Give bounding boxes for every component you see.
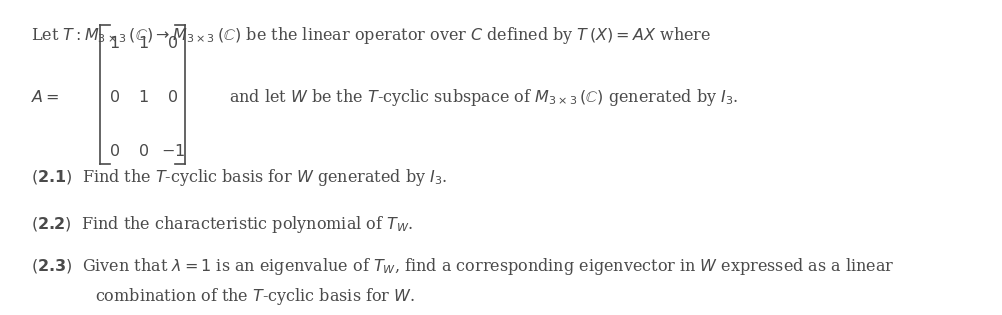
Text: $-1$: $-1$ <box>160 143 185 160</box>
Text: $(\mathbf{2.2})$  Find the characteristic polynomial of $T_W$.: $(\mathbf{2.2})$ Find the characteristic… <box>31 214 413 235</box>
Text: $0$: $0$ <box>167 35 178 52</box>
Text: $1$: $1$ <box>109 35 120 52</box>
Text: $A =$: $A =$ <box>31 89 59 106</box>
Text: $0$: $0$ <box>109 143 120 160</box>
Text: $0$: $0$ <box>138 143 149 160</box>
Text: $0$: $0$ <box>167 89 178 106</box>
Text: $(\mathbf{2.1})$  Find the $T$-cyclic basis for $W$ generated by $I_3$.: $(\mathbf{2.1})$ Find the $T$-cyclic bas… <box>31 167 447 188</box>
Text: combination of the $T$-cyclic basis for $W$.: combination of the $T$-cyclic basis for … <box>95 286 415 307</box>
Text: $(\mathbf{2.3})$  Given that $\lambda = 1$ is an eigenvalue of $T_W$, find a cor: $(\mathbf{2.3})$ Given that $\lambda = 1… <box>31 256 895 277</box>
Text: $0$: $0$ <box>109 89 120 106</box>
Text: $1$: $1$ <box>138 35 149 52</box>
Text: and let $W$ be the $T$-cyclic subspace of $M_{3\times 3}\,(\mathbb{C})$ generate: and let $W$ be the $T$-cyclic subspace o… <box>229 87 738 108</box>
Text: $1$: $1$ <box>138 89 149 106</box>
Text: Let $T: M_{3\times 3}\,(\mathbb{C}) \rightarrow M_{3\times 3}\,(\mathbb{C})$ be : Let $T: M_{3\times 3}\,(\mathbb{C}) \rig… <box>31 25 710 46</box>
